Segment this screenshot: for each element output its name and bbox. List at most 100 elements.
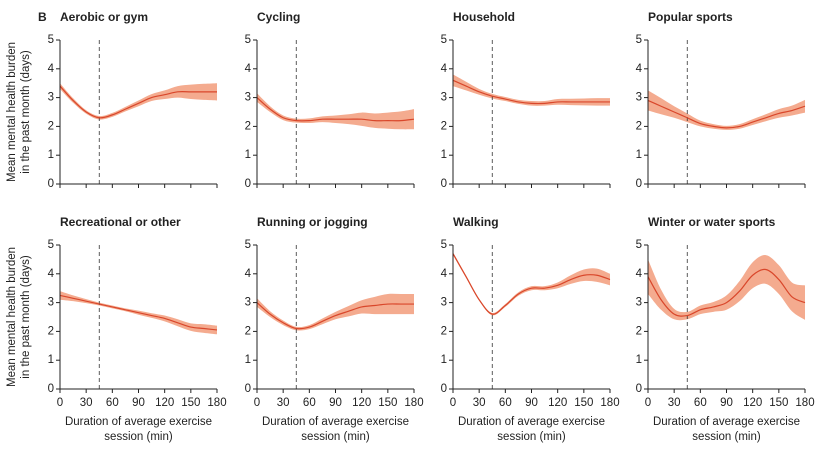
x-tick-label: 0 <box>254 397 260 409</box>
y-axis-label: in the past month (days) <box>20 255 32 379</box>
confidence-band <box>648 90 805 130</box>
y-tick-label: 3 <box>245 297 251 309</box>
x-axis-label: session (min) <box>692 431 761 443</box>
confidence-band <box>453 252 610 316</box>
x-tick-label: 90 <box>329 397 342 409</box>
y-tick-label: 1 <box>441 354 447 366</box>
y-tick-label: 3 <box>48 297 54 309</box>
chart-title: Aerobic or gym <box>60 10 148 24</box>
x-tick-label: 90 <box>720 397 733 409</box>
x-axis-label: Duration of average exercise <box>262 416 409 428</box>
panel-label: B <box>38 10 47 24</box>
y-tick-label: 5 <box>636 34 642 46</box>
x-tick-label: 180 <box>207 397 226 409</box>
x-tick-label: 90 <box>132 397 145 409</box>
y-tick-label: 3 <box>441 92 447 104</box>
y-tick-label: 4 <box>245 268 252 280</box>
line <box>59 294 218 331</box>
x-tick-label: 30 <box>80 397 93 409</box>
x-tick-label: 60 <box>694 397 707 409</box>
chart-title: Running or jogging <box>257 215 368 229</box>
confidence-band <box>257 93 414 130</box>
y-tick-label: 0 <box>245 178 251 190</box>
x-tick-label: 60 <box>106 397 119 409</box>
x-tick-label: 150 <box>769 397 788 409</box>
x-tick-label: 180 <box>600 397 619 409</box>
y-tick-label: 2 <box>245 325 251 337</box>
y-tick-label: 1 <box>245 354 251 366</box>
y-tick-label: 1 <box>636 354 642 366</box>
y-tick-label: 1 <box>48 354 54 366</box>
x-tick-label: 60 <box>303 397 316 409</box>
x-tick-label: 180 <box>795 397 814 409</box>
y-tick-label: 3 <box>636 297 642 309</box>
chart-title: Cycling <box>257 10 300 24</box>
confidence-band <box>257 293 414 331</box>
y-tick-label: 2 <box>636 325 642 337</box>
x-axis-label: Duration of average exercise <box>653 416 800 428</box>
x-tick-label: 30 <box>668 397 681 409</box>
line <box>256 302 414 330</box>
x-tick-label: 120 <box>155 397 174 409</box>
y-tick-label: 2 <box>441 325 447 337</box>
y-tick-label: 3 <box>441 297 447 309</box>
x-tick-label: 120 <box>352 397 371 409</box>
x-tick-label: 0 <box>645 397 651 409</box>
y-axis-label: in the past month (days) <box>20 50 32 174</box>
y-tick-label: 3 <box>636 92 642 104</box>
y-tick-label: 5 <box>48 239 54 251</box>
x-axis-label: session (min) <box>104 431 173 443</box>
y-tick-label: 5 <box>441 34 447 46</box>
y-tick-label: 0 <box>636 178 642 190</box>
y-tick-label: 1 <box>636 149 642 161</box>
y-axis-label: Mean mental health burden <box>6 247 18 387</box>
y-tick-label: 5 <box>245 239 251 251</box>
x-axis-label: session (min) <box>497 431 566 443</box>
x-tick-label: 30 <box>473 397 486 409</box>
y-tick-label: 4 <box>48 63 55 75</box>
y-tick-label: 4 <box>636 268 643 280</box>
y-tick-label: 3 <box>48 92 54 104</box>
line <box>647 99 806 129</box>
y-tick-label: 5 <box>441 239 447 251</box>
x-tick-label: 180 <box>404 397 423 409</box>
chart-title: Winter or water sports <box>648 215 776 229</box>
y-tick-label: 0 <box>48 383 54 395</box>
y-tick-label: 4 <box>245 63 252 75</box>
chart-title: Walking <box>453 215 499 229</box>
x-axis-label: session (min) <box>301 431 370 443</box>
x-axis-label: Duration of average exercise <box>458 416 605 428</box>
x-tick-label: 30 <box>277 397 290 409</box>
y-tick-label: 0 <box>636 383 642 395</box>
y-tick-label: 5 <box>48 34 54 46</box>
confidence-band <box>60 83 217 120</box>
chart-title: Recreational or other <box>60 215 181 229</box>
y-tick-label: 4 <box>441 268 448 280</box>
y-tick-label: 0 <box>441 178 447 190</box>
y-axis-label: Mean mental health burden <box>6 42 18 182</box>
line <box>256 97 415 122</box>
line <box>59 85 217 119</box>
y-tick-label: 1 <box>245 149 251 161</box>
y-tick-label: 2 <box>441 120 447 132</box>
x-tick-label: 150 <box>574 397 593 409</box>
y-tick-label: 4 <box>48 268 55 280</box>
y-tick-label: 2 <box>245 120 251 132</box>
y-tick-label: 2 <box>48 325 54 337</box>
y-tick-label: 4 <box>636 63 643 75</box>
x-tick-label: 120 <box>743 397 762 409</box>
y-tick-label: 4 <box>441 63 448 75</box>
x-axis-label: Duration of average exercise <box>65 416 212 428</box>
y-tick-label: 1 <box>441 149 447 161</box>
x-tick-label: 120 <box>548 397 567 409</box>
line <box>452 253 611 315</box>
y-tick-label: 0 <box>245 383 251 395</box>
y-tick-label: 3 <box>245 92 251 104</box>
y-tick-label: 0 <box>441 383 447 395</box>
x-tick-label: 60 <box>499 397 512 409</box>
x-tick-label: 150 <box>378 397 397 409</box>
y-tick-label: 2 <box>636 120 642 132</box>
chart-title: Popular sports <box>648 10 733 24</box>
y-tick-label: 5 <box>245 34 251 46</box>
